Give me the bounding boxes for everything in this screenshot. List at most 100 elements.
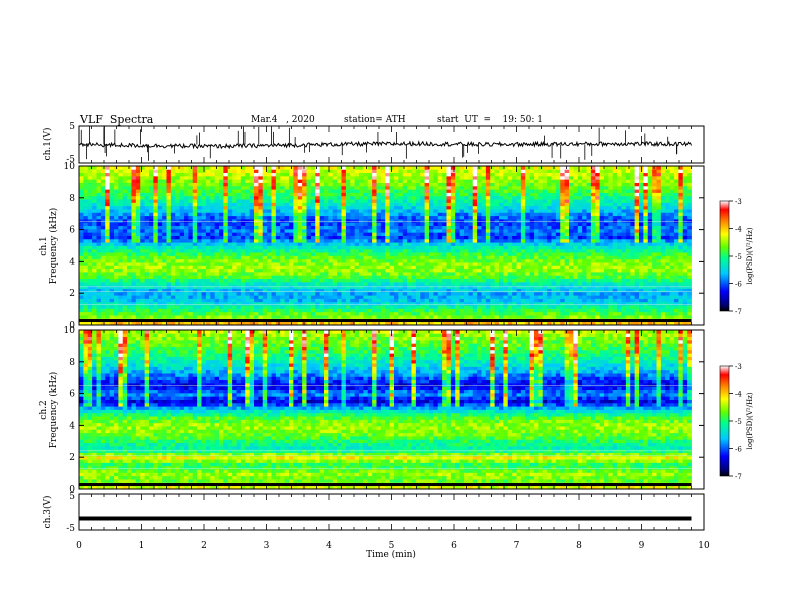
spectrogram-cell	[240, 245, 246, 250]
spectrogram-cell	[170, 195, 176, 200]
spectrogram-cell	[398, 182, 404, 187]
spectrogram-cell	[520, 258, 526, 263]
spectrogram-cell	[442, 192, 447, 197]
spectrogram-cell	[490, 175, 496, 180]
spectrogram-cell	[302, 245, 307, 250]
spectrogram-cell	[385, 169, 391, 174]
spectrogram-cell	[446, 205, 452, 210]
spectrogram-cell	[376, 238, 382, 243]
spectrogram-cell	[87, 291, 93, 296]
spectrogram-cell	[367, 225, 373, 230]
spectrogram-cell	[245, 235, 251, 240]
spectrogram-cell	[289, 298, 294, 303]
spectrogram-cell	[359, 215, 364, 220]
spectrogram-cell	[131, 182, 137, 187]
spectrogram-cell	[127, 255, 132, 260]
spectrogram-cell	[122, 295, 128, 299]
spectrogram-cell	[350, 308, 356, 313]
spectrogram-cell	[258, 272, 264, 276]
spectrogram-cell	[468, 278, 474, 283]
spectrogram-cell	[415, 262, 421, 266]
station-label: station= ATH	[344, 115, 406, 125]
spectrogram-cell	[262, 225, 268, 230]
spectrogram-cell	[442, 169, 447, 174]
spectrogram-cell	[96, 222, 102, 227]
spectrogram-cell	[306, 265, 312, 270]
spectrogram-cell	[197, 308, 202, 313]
spectrogram-cell	[236, 275, 242, 280]
spectrogram-cell	[135, 268, 141, 273]
spectrogram-cell	[131, 245, 137, 250]
spectrogram-cell	[402, 235, 408, 240]
spectrogram-cell	[83, 321, 89, 326]
spectrogram-cell	[170, 311, 176, 316]
spectrogram-cell	[499, 288, 504, 293]
spectrogram-cell	[284, 255, 290, 260]
spectrogram-cell	[166, 209, 172, 213]
spectrogram-cell	[442, 219, 447, 223]
spectrogram-cell	[100, 225, 106, 230]
spectrogram-cell	[512, 311, 517, 316]
spectrogram-cell	[118, 179, 124, 183]
spectrogram-cell	[446, 272, 452, 276]
spectrogram-cell	[512, 202, 517, 207]
spectrogram-cell	[175, 315, 181, 319]
spectrogram-cell	[197, 311, 202, 316]
spectrogram-cell	[131, 202, 137, 207]
spectrogram-cell	[166, 225, 172, 230]
spectrogram-cell	[219, 199, 224, 203]
spectrogram-cell	[144, 166, 150, 170]
spectrogram-cell	[385, 278, 391, 283]
spectrogram-cell	[499, 308, 504, 313]
spectrogram-cell	[245, 228, 251, 233]
spectrogram-cell	[293, 195, 299, 200]
spectrogram-cell	[315, 291, 321, 296]
spectrogram-cell	[459, 172, 465, 177]
spectrogram-cell	[201, 179, 207, 183]
spectrogram-cell	[415, 281, 421, 286]
spectrogram-cell	[363, 219, 369, 223]
spectrogram-cell	[245, 219, 251, 223]
spectrogram-cell	[315, 215, 321, 220]
spectrogram-cell	[197, 242, 202, 246]
spectrogram-cell	[188, 315, 194, 319]
spectrogram-cell	[100, 175, 106, 180]
spectrogram-cell	[236, 255, 242, 260]
spectrogram-cell	[118, 262, 124, 266]
spectrogram-cell	[262, 298, 268, 303]
spectrogram-cell	[153, 291, 159, 296]
spectrogram-cell	[306, 242, 312, 246]
spectrogram-cell	[459, 175, 465, 180]
spectrogram-cell	[402, 192, 408, 197]
spectrogram-cell	[520, 228, 526, 233]
spectrogram-cell	[494, 281, 500, 286]
spectrogram-cell	[367, 255, 373, 260]
spectrogram-cell	[271, 288, 277, 293]
spectrogram-cell	[468, 258, 474, 263]
spectrogram-cell	[442, 182, 447, 187]
spectrogram-cell	[227, 278, 233, 283]
spectrogram-cell	[140, 265, 146, 270]
spectrogram-cell	[153, 212, 159, 217]
spectrogram-cell	[315, 278, 321, 283]
spectrogram-cell	[319, 205, 325, 210]
spectrogram-cell	[149, 321, 154, 326]
spectrogram-cell	[192, 258, 198, 263]
spectrogram-cell	[201, 209, 207, 213]
spectrogram-cell	[293, 295, 299, 299]
spectrogram-cell	[464, 192, 469, 197]
spectrogram-cell	[332, 179, 338, 183]
spectrogram-cell	[79, 288, 84, 293]
spectrogram-cell	[424, 172, 430, 177]
spectrogram-cell	[122, 222, 128, 227]
spectrogram-cell	[516, 262, 522, 266]
spectrogram-cell	[407, 205, 412, 210]
spectrogram-cell	[140, 255, 146, 260]
spectrogram-cell	[477, 195, 482, 200]
spectrogram-cell	[232, 179, 237, 183]
spectrogram-cell	[153, 245, 159, 250]
spectrogram-cell	[280, 258, 286, 263]
spectrogram-cell	[179, 315, 185, 319]
spectrogram-cell	[485, 291, 491, 296]
spectrogram-cell	[499, 242, 504, 246]
